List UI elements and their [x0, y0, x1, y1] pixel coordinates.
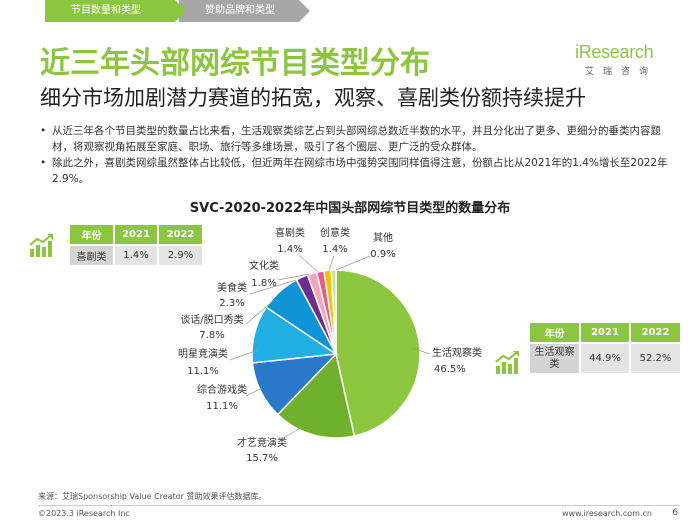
leader-line	[249, 279, 297, 295]
source-note: 来源：艾瑞Sponsorship Value Creator 赞助效果评估数据库…	[38, 492, 267, 501]
trend-up-icon	[495, 351, 519, 374]
bullet-item: 从近三年各个节目类型的数量占比来看，生活观察类综艺占到头部网综总数近半数的水平，…	[38, 123, 678, 155]
comedy-share-table: 年份 2021 2022 喜剧类 1.4% 2.9%	[70, 225, 202, 265]
slice-name-label: 谈话/脱口秀类	[180, 313, 243, 326]
page-subtitle: 细分市场加剧潜力赛道的拓宽，观察、喜剧类份额持续提升	[40, 86, 586, 110]
tab-program-count-type[interactable]: 节目数量和类型	[45, 0, 186, 22]
slice-name-label: 才艺竞演类	[237, 436, 287, 449]
life-observation-share-table: 年份 2021 2022 生活观察类 44.9% 52.2%	[530, 323, 680, 373]
page-number: 6	[672, 508, 678, 518]
slice-name-label: 其他	[373, 231, 393, 244]
logo-name: iResearch	[575, 42, 654, 62]
website-link[interactable]: www.iresearch.com.cn	[562, 509, 652, 518]
leader-line	[279, 427, 301, 441]
table-header: 2021	[113, 225, 158, 245]
table-cell: 2.9%	[157, 244, 202, 265]
slice-value-label: 1.4%	[322, 244, 347, 255]
footer-divider	[38, 505, 680, 506]
slice-value-label: 0.9%	[370, 249, 395, 260]
table-cell: 喜剧类	[70, 244, 114, 265]
chart-title: SVC-2020-2022年中国头部网综节目类型的数量分布	[189, 201, 511, 216]
page-title: 近三年头部网综节目类型分布	[40, 46, 430, 81]
iresearch-logo: iResearch 艾瑞咨询	[575, 42, 670, 77]
leader-line	[277, 273, 310, 281]
leader-line	[229, 349, 259, 361]
slice-value-label: 46.5%	[434, 364, 466, 375]
leader-line	[335, 255, 371, 271]
slice-value-label: 2.3%	[219, 298, 244, 309]
table-header: 年份	[530, 323, 580, 343]
tab-sponsor-brand-type[interactable]: 赞助品牌和类型	[179, 0, 310, 22]
slice-value-label: 11.1%	[187, 366, 219, 377]
table-cell: 生活观察类	[530, 342, 580, 373]
slice-value-label: 1.8%	[251, 278, 276, 289]
slice-value-label: 15.7%	[246, 453, 278, 464]
logo-sub: 艾瑞咨询	[585, 67, 658, 77]
table-header: 2022	[629, 323, 680, 343]
slice-value-label: 7.8%	[199, 330, 224, 341]
leader-line	[245, 387, 263, 397]
slice-name-label: 喜剧类	[275, 226, 305, 239]
pie-slice	[335, 269, 421, 437]
slice-name-label: 生活观察类	[432, 346, 482, 359]
table-cell: 44.9%	[579, 342, 630, 373]
table-header: 2022	[157, 225, 202, 245]
pie-slice	[330, 269, 337, 355]
slice-value-label: 11.1%	[206, 401, 238, 412]
slice-value-label: 1.4%	[277, 244, 302, 255]
table-header: 2021	[579, 323, 630, 343]
table-header: 年份	[70, 225, 114, 245]
pie-slice	[276, 352, 356, 439]
bullet-item: 除此之外，喜剧类网综虽然整体占比较低，但近两年在网综市场中强势突围同样值得注意，…	[38, 155, 678, 187]
leader-line	[411, 347, 431, 355]
table-cell: 52.2%	[629, 342, 680, 373]
leader-line	[245, 299, 275, 325]
slice-name-label: 明星竞演类	[178, 347, 228, 360]
bullet-list: 从近三年各个节目类型的数量占比来看，生活观察类综艺占到头部网综总数近半数的水平，…	[38, 123, 678, 187]
slice-name-label: 创意类	[320, 226, 350, 239]
leader-line	[299, 255, 319, 273]
trend-up-icon	[29, 234, 53, 257]
slice-name-label: 美食类	[217, 281, 247, 294]
table-cell: 1.4%	[113, 244, 158, 265]
copyright: ©2023.3 iResearch Inc	[38, 509, 130, 518]
top-tabs: 节目数量和类型 赞助品牌和类型	[45, 0, 310, 22]
slice-name-label: 文化类	[249, 259, 279, 272]
leader-line	[328, 255, 335, 271]
slice-name-label: 综合游戏类	[197, 383, 247, 396]
